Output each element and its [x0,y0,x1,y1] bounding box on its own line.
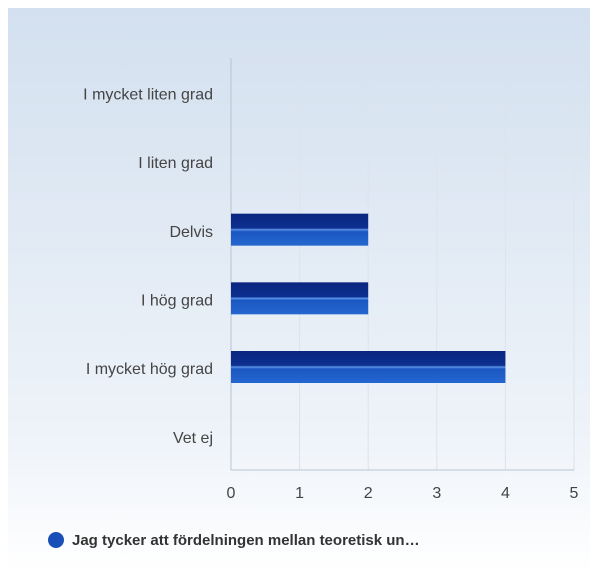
x-tick-label: 5 [570,485,579,502]
legend-text: Jag tycker att fördelningen mellan teore… [72,532,420,549]
y-tick-label: Vet ej [173,430,213,447]
y-tick-label: Delvis [169,224,213,241]
bar [231,213,369,246]
x-tick-label: 2 [364,485,373,502]
legend-marker [48,532,64,548]
x-tick-label: 3 [432,485,441,502]
y-tick-label: I hög grad [141,293,213,310]
y-tick-label: I mycket hög grad [86,361,213,378]
y-tick-label: I liten grad [138,155,213,172]
x-tick-label: 0 [227,485,236,502]
bar [231,351,506,383]
x-tick-label: 1 [295,485,304,502]
x-tick-label: 4 [501,485,510,502]
bar [231,282,369,315]
y-tick-label: I mycket liten grad [83,87,213,104]
